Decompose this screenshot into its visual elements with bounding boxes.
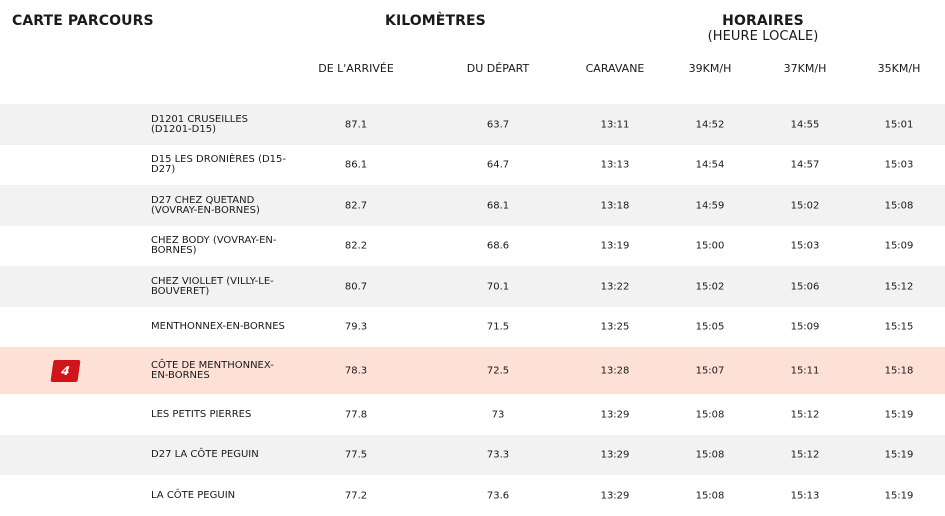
cell-s35: 15:19 bbox=[884, 490, 914, 501]
table-row: LES PETITS PIERRES 77.8 73 13:29 15:08 15:12 1… bbox=[0, 394, 945, 435]
cell-depart: 64.7 bbox=[486, 159, 510, 171]
table-row: LA CÔTE PEGUIN 77.2 73.6 13:29 15:08 15:13 15:… bbox=[0, 475, 945, 516]
cell-s37: 14:55 bbox=[790, 119, 820, 130]
cell-arrivee: 77.2 bbox=[344, 490, 368, 501]
header-horaires: HORAIRES (HEURE LOCALE) bbox=[683, 13, 843, 44]
header-kilometres: KILOMÈTRES bbox=[385, 13, 486, 29]
cell-caravane: 13:19 bbox=[600, 240, 630, 252]
cell-arrivee: 79.3 bbox=[344, 321, 368, 333]
route-point-name: CÔTE DE MENTHONNEX-EN-BORNES bbox=[151, 359, 274, 381]
cell-caravane: 13:22 bbox=[600, 281, 630, 292]
route-point-name: D27 LA CÔTE PEGUIN bbox=[151, 449, 259, 460]
cell-s39: 15:02 bbox=[695, 281, 725, 292]
cell-s39: 14:52 bbox=[695, 119, 725, 130]
cell-s37: 15:06 bbox=[790, 281, 820, 292]
table-row: D15 LES DRONIÈRES (D15-D27) 86.1 64.7 13:13… bbox=[0, 145, 945, 185]
table-row: CHEZ BODY (VOVRAY-EN-BORNES) 82.2 68.6 13:1… bbox=[0, 226, 945, 266]
cell-s39: 15:08 bbox=[695, 490, 725, 501]
table-row: D27 LA CÔTE PEGUIN 77.5 73.3 13:29 15:08 15:1… bbox=[0, 435, 945, 475]
cell-caravane: 13:28 bbox=[600, 365, 630, 376]
header-carte-parcours: CARTE PARCOURS bbox=[12, 13, 154, 29]
header-horaires-subtitle: (HEURE LOCALE) bbox=[707, 29, 819, 44]
cell-depart: 73 bbox=[491, 409, 505, 420]
cell-s37: 14:57 bbox=[790, 159, 820, 171]
cell-depart: 68.6 bbox=[486, 240, 510, 252]
route-point-name: LES PETITS PIERRES bbox=[151, 408, 252, 420]
cell-s37: 15:09 bbox=[790, 321, 820, 333]
cell-caravane: 13:29 bbox=[600, 490, 630, 501]
cell-caravane: 13:25 bbox=[600, 321, 630, 333]
route-point-name: CHEZ VIOLLET (VILLY-LE-BOUVERET) bbox=[151, 275, 274, 297]
cell-s35: 15:01 bbox=[884, 119, 914, 130]
cell-arrivee: 78.3 bbox=[344, 365, 368, 376]
route-point-name: CHEZ BODY (VOVRAY-EN-BORNES) bbox=[151, 235, 277, 256]
col-37kmh: 37KM/H bbox=[783, 62, 827, 75]
cell-depart: 73.3 bbox=[486, 449, 510, 461]
cell-caravane: 13:18 bbox=[600, 200, 630, 211]
cell-s35: 15:09 bbox=[884, 240, 914, 252]
header-horaires-title: HORAIRES bbox=[722, 13, 804, 29]
cell-arrivee: 82.7 bbox=[344, 200, 368, 211]
cell-s39: 15:08 bbox=[695, 449, 725, 461]
cell-depart: 63.7 bbox=[486, 119, 510, 130]
cell-s39: 15:08 bbox=[695, 409, 725, 420]
cell-depart: 68.1 bbox=[486, 200, 510, 211]
cell-s39: 15:05 bbox=[695, 321, 725, 333]
cell-s35: 15:03 bbox=[884, 159, 914, 171]
route-point-name: D27 CHEZ QUETAND (VOVRAY-EN-BORNES) bbox=[151, 194, 260, 216]
col-caravane: CARAVANE bbox=[585, 62, 645, 75]
cell-depart: 73.6 bbox=[486, 490, 510, 501]
table-row: MENTHONNEX-EN-BORNES 79.3 71.5 13:25 15:05 15… bbox=[0, 307, 945, 347]
col-de-l-arrivee: DE L'ARRIVÉE bbox=[318, 62, 394, 75]
cell-s35: 15:12 bbox=[884, 281, 914, 292]
cell-s37: 15:12 bbox=[790, 449, 820, 461]
cell-s35: 15:19 bbox=[884, 409, 914, 420]
cell-arrivee: 80.7 bbox=[344, 281, 368, 292]
cell-s37: 15:02 bbox=[790, 200, 820, 211]
cell-s35: 15:08 bbox=[884, 200, 914, 211]
cell-caravane: 13:29 bbox=[600, 449, 630, 461]
cell-s37: 15:11 bbox=[790, 365, 820, 376]
cell-arrivee: 86.1 bbox=[344, 159, 368, 171]
cell-s39: 14:54 bbox=[695, 159, 725, 171]
cell-caravane: 13:11 bbox=[600, 119, 630, 130]
route-point-name: D15 LES DRONIÈRES (D15-D27) bbox=[151, 154, 287, 175]
cell-arrivee: 77.8 bbox=[344, 409, 368, 420]
col-39kmh: 39KM/H bbox=[688, 62, 732, 75]
route-point-name: LA CÔTE PEGUIN bbox=[151, 489, 236, 501]
table-row: D1201 CRUSEILLES (D1201-D15) 87.1 63.7 13:1… bbox=[0, 104, 945, 145]
cell-s37: 15:03 bbox=[790, 240, 820, 252]
route-point-name: MENTHONNEX-EN-BORNES bbox=[151, 321, 285, 332]
cell-s37: 15:13 bbox=[790, 490, 820, 501]
cell-arrivee: 77.5 bbox=[344, 449, 368, 461]
cell-depart: 71.5 bbox=[486, 321, 510, 333]
cell-s39: 15:00 bbox=[695, 240, 725, 252]
climb-number-badge-icon: 4 bbox=[50, 359, 81, 382]
cell-depart: 70.1 bbox=[486, 281, 510, 292]
col-35kmh: 35KM/H bbox=[877, 62, 921, 75]
table-row: 4 CÔTE DE MENTHONNEX-EN-BORNES 78.3 72.5 13:… bbox=[0, 347, 945, 394]
cell-s39: 14:59 bbox=[695, 200, 725, 211]
cell-s39: 15:07 bbox=[695, 365, 725, 376]
cell-arrivee: 87.1 bbox=[344, 119, 368, 130]
route-point-name: D1201 CRUSEILLES (D1201-D15) bbox=[151, 113, 249, 135]
table-row: D27 CHEZ QUETAND (VOVRAY-EN-BORNES) 82.7 6… bbox=[0, 185, 945, 226]
cell-s35: 15:15 bbox=[884, 321, 914, 333]
cell-depart: 72.5 bbox=[486, 365, 510, 376]
col-du-depart: DU DÉPART bbox=[466, 62, 530, 75]
cell-caravane: 13:13 bbox=[600, 159, 630, 171]
table-row: CHEZ VIOLLET (VILLY-LE-BOUVERET) 80.7 70.1… bbox=[0, 266, 945, 307]
cell-arrivee: 82.2 bbox=[344, 240, 368, 252]
cell-s35: 15:19 bbox=[884, 449, 914, 461]
cell-caravane: 13:29 bbox=[600, 409, 630, 420]
cell-s35: 15:18 bbox=[884, 365, 914, 376]
cell-s37: 15:12 bbox=[790, 409, 820, 420]
